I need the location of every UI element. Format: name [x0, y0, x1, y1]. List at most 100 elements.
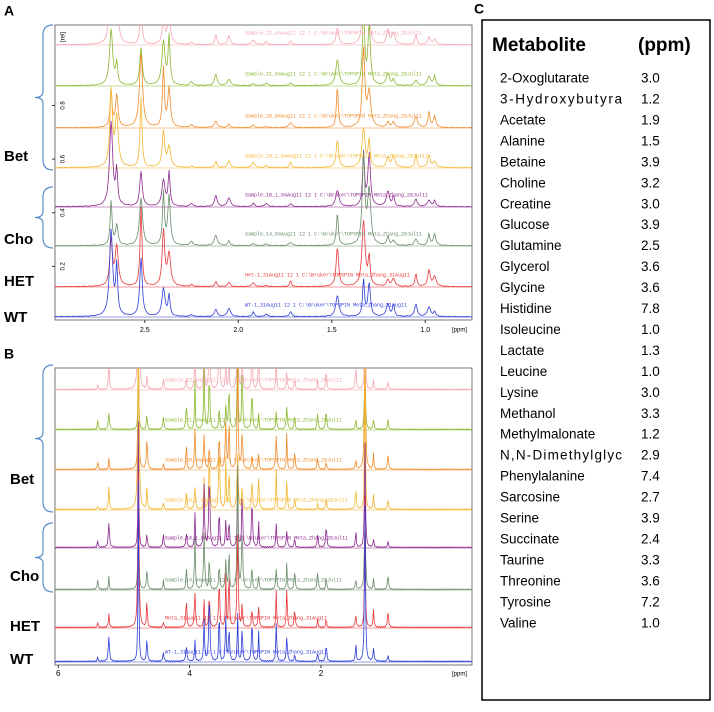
- metabolite-name: Glutamine: [500, 238, 562, 253]
- chemical-shift: 7.2: [641, 594, 660, 609]
- panel-label: A: [4, 3, 14, 19]
- y-tick-label: 0.2: [61, 262, 67, 271]
- trace-label: Sample_19_1_04Aug11 12 1 C:\Bruker\TOPSP…: [245, 153, 428, 159]
- chemical-shift: 3.6: [641, 573, 660, 588]
- chemical-shift: 1.5: [641, 133, 660, 148]
- chemical-shift: 2.7: [641, 490, 660, 505]
- trace-label: Sample_18_1_04Aug11 12 1 C:\Bruker\TOPSP…: [245, 192, 428, 198]
- metabolite-name: Serine: [500, 511, 539, 526]
- trace-label: Sample_18_1_04Aug11 12 1 C:\Bruker\TOPSP…: [165, 535, 348, 541]
- table-header: Metabolite: [492, 35, 586, 56]
- x-tick-label: 2.0: [233, 327, 243, 334]
- chemical-shift: 1.0: [641, 322, 660, 337]
- chemical-shift: 3.6: [641, 259, 660, 274]
- chemical-shift: 1.0: [641, 364, 660, 379]
- group-label: WT: [10, 651, 33, 668]
- chemical-shift: 2.5: [641, 238, 660, 253]
- panel-label: B: [4, 346, 14, 362]
- spectra: [55, 368, 472, 663]
- chemical-shift: 3.0: [641, 196, 660, 211]
- metabolite-name: Alanine: [500, 133, 545, 148]
- metabolite-name: Glycerol: [500, 259, 550, 274]
- group-brace: [34, 186, 54, 249]
- metabolite-name: Glucose: [500, 217, 550, 232]
- metabolite-name: Acetate: [500, 112, 546, 127]
- group-label: Cho: [4, 231, 33, 248]
- spectrum-trace: [55, 120, 472, 208]
- chemical-shift: 3.6: [641, 280, 660, 295]
- y-unit: [rel]: [61, 32, 67, 42]
- spectrum-trace: [55, 421, 472, 549]
- table-header: (ppm): [638, 35, 691, 56]
- spectrum-trace: [55, 25, 472, 46]
- spectrum-trace: [55, 368, 472, 391]
- chemical-shift: 3.0: [641, 71, 660, 86]
- metabolite-name: Lactate: [500, 343, 544, 358]
- group-label: HET: [10, 618, 40, 635]
- metabolite-name: Sarcosine: [500, 490, 560, 505]
- metabolite-name: Choline: [500, 175, 546, 190]
- trace-label: Sample_21_04Aug11 12 1 C:\Bruker\TOPSPIN…: [165, 417, 342, 423]
- spectrum-trace: [55, 368, 472, 511]
- group-label: Bet: [10, 471, 34, 488]
- metabolite-name: N,N-Dimethylglyc: [500, 448, 622, 463]
- x-unit: [ppm]: [452, 672, 467, 678]
- spectrum-trace: [55, 86, 472, 169]
- spectrum-trace: [55, 207, 472, 288]
- metabolite-name: Methylmalonate: [500, 427, 595, 442]
- metabolite-name: Isoleucine: [500, 322, 561, 337]
- group-label: HET: [4, 273, 34, 290]
- x-tick-label: 2: [319, 669, 324, 678]
- spectrum-trace: [55, 25, 472, 87]
- x-unit: [ppm]: [452, 328, 467, 334]
- plot-frame: [54, 367, 473, 666]
- chemical-shift: 3.9: [641, 511, 660, 526]
- x-tick-label: 4: [187, 669, 192, 678]
- metabolite-name: Succinate: [500, 531, 559, 546]
- chemical-shift: 3.9: [641, 217, 660, 232]
- chemical-shift: 1.2: [641, 92, 660, 107]
- spectrum-trace: [55, 368, 472, 471]
- metabolite-name: Leucine: [500, 364, 547, 379]
- spectrum-trace: [55, 151, 472, 247]
- trace-label: Sample_19_1_04Aug11 12 1 C:\Bruker\TOPSP…: [165, 497, 348, 503]
- group-brace: [34, 24, 54, 171]
- y-tick-label: 0.8: [61, 101, 67, 110]
- group-brace: [34, 364, 54, 513]
- metabolite-name: 3-Hydroxybutyra: [500, 92, 622, 107]
- spectrum-trace: [55, 368, 472, 431]
- trace-label: WT-1_31Aug11 12 1 C:\Bruker\TOPSPIN Meta…: [245, 302, 407, 308]
- chemical-shift: 3.9: [641, 154, 660, 169]
- spectrum-trace: [55, 472, 472, 629]
- trace-label: Sample_22_04Aug11 12 1 C:\Bruker\TOPSPIN…: [245, 30, 422, 36]
- trace-label: Sample_14_04Aug11 12 1 C:\Bruker\TOPSPIN…: [165, 577, 342, 583]
- spectra: [55, 25, 472, 318]
- group-label: Bet: [4, 148, 28, 165]
- trace-label: Sample_14_04Aug11 12 1 C:\Bruker\TOPSPIN…: [245, 231, 422, 237]
- chemical-shift: 3.0: [641, 385, 660, 400]
- chemical-shift: 1.0: [641, 615, 660, 630]
- trace-label: Het-1_31Aug11 12 1 C:\Bruker\TOPSPIN Met…: [245, 272, 410, 278]
- chemical-shift: 3.2: [641, 175, 660, 190]
- trace-label: Sample_20_04Aug11 12 1 C:\Bruker\TOPSPIN…: [245, 113, 422, 119]
- chemical-shift: 7.4: [641, 469, 660, 484]
- table-frame: [481, 19, 711, 701]
- group-label: Cho: [10, 568, 39, 585]
- trace-label: WT-1_31Aug11 12 1 C:\Bruker\TOPSPIN Meta…: [165, 649, 327, 655]
- trace-label: Sample_20_04Aug11 12 1 C:\Bruker\TOPSPIN…: [165, 457, 342, 463]
- trace-label: Sample_22_04Aug11 12 1 C:\Bruker\TOPSPIN…: [165, 377, 342, 383]
- x-tick-label: 6: [56, 669, 61, 678]
- chemical-shift: 1.9: [641, 112, 660, 127]
- spectrum-trace: [55, 481, 472, 663]
- spectrum-trace: [55, 228, 472, 318]
- metabolite-name: Histidine: [500, 301, 552, 316]
- metabolite-name: Phenylalanine: [500, 469, 585, 484]
- x-tick-label: 2.5: [140, 327, 150, 334]
- metabolite-name: Glycine: [500, 280, 545, 295]
- metabolite-name: Taurine: [500, 552, 544, 567]
- trace-label: Sample_21_04Aug11 12 1 C:\Bruker\TOPSPIN…: [245, 71, 422, 77]
- chemical-shift: 3.3: [641, 406, 660, 421]
- metabolite-name: Methanol: [500, 406, 556, 421]
- metabolite-name: Threonine: [500, 573, 561, 588]
- spectrum-trace: [55, 46, 472, 129]
